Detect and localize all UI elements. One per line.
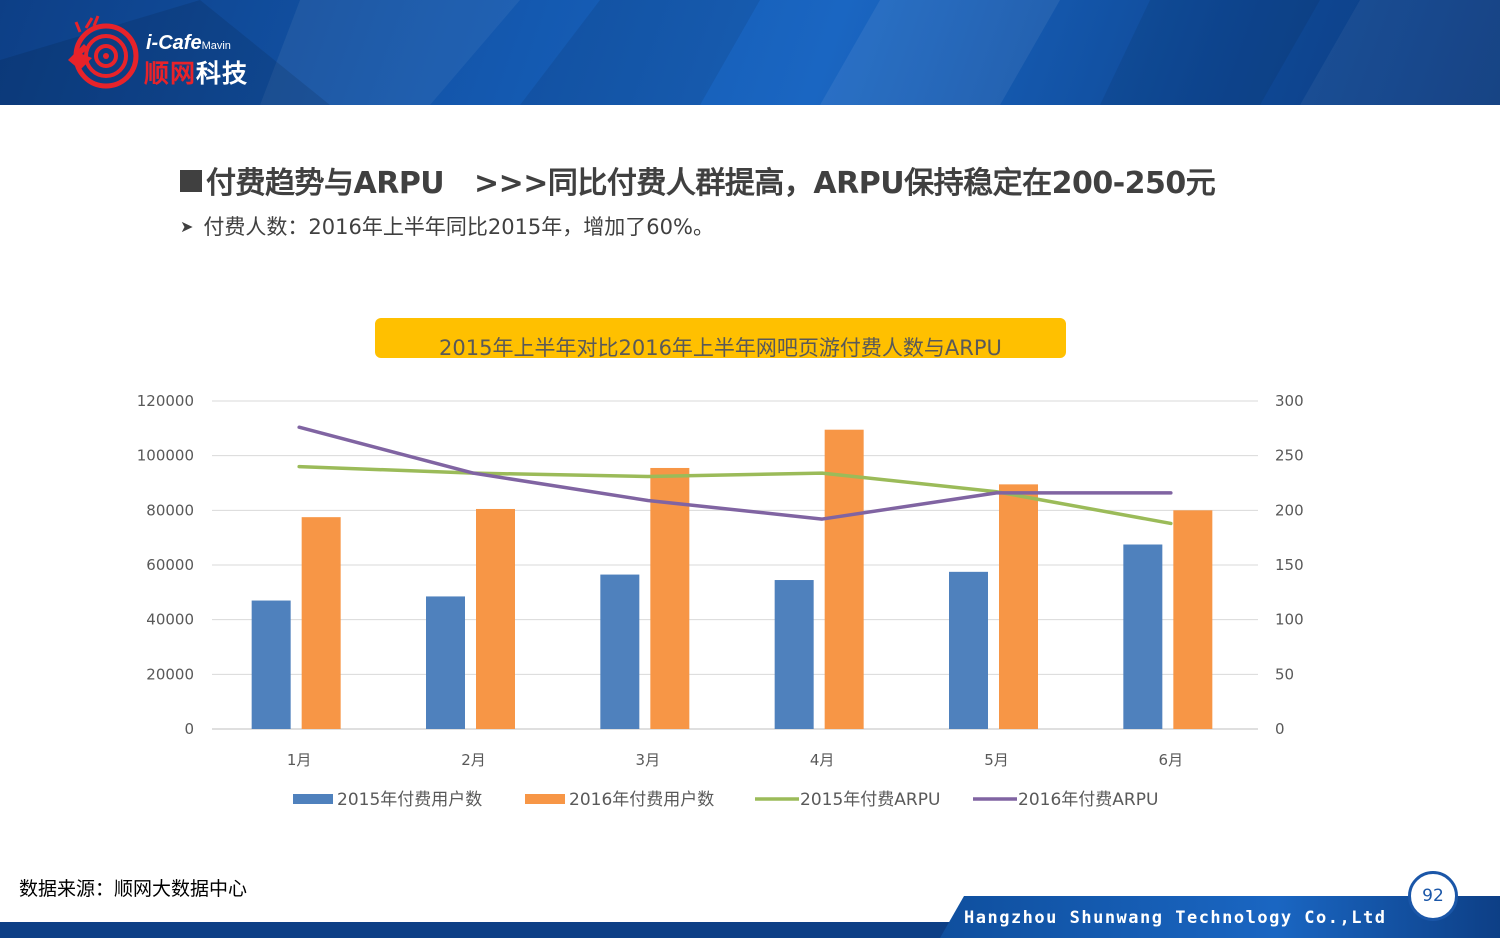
bar	[476, 508, 515, 729]
data-source-note: 数据来源：顺网大数据中心	[19, 878, 248, 900]
legend-label: 2016年付费ARPU	[1018, 790, 1158, 810]
left-axis-tick-label: 80000	[146, 501, 194, 519]
bar	[1173, 510, 1213, 729]
slide-title: 付费趋势与ARPU >>>同比付费人群提高，ARPU保持稳定在200-250元	[180, 158, 1216, 202]
x-axis-tick-label: 6月	[1159, 751, 1184, 769]
x-axis-tick-label: 1月	[287, 751, 312, 769]
chart-ticks: 0 20000 40000 60000 80000 100000 120000 0 50 100 1…	[137, 392, 1304, 769]
company-logo: i-CafeMavin 顺网科技	[62, 14, 302, 94]
left-axis-tick-label: 40000	[146, 611, 194, 629]
bar	[251, 600, 291, 729]
x-axis-tick-label: 4月	[810, 751, 835, 769]
chart-bars	[251, 429, 1213, 729]
right-axis-tick-label: 150	[1275, 556, 1304, 574]
legend-label: 2015年付费ARPU	[800, 790, 940, 810]
series-line	[297, 464, 1173, 526]
footer-company-name: Hangzhou Shunwang Technology Co.,Ltd	[964, 908, 1387, 928]
bar	[600, 574, 640, 729]
bar	[650, 467, 690, 729]
bar	[999, 484, 1038, 729]
header-banner: i-CafeMavin 顺网科技	[0, 0, 1500, 105]
right-axis-tick-label: 250	[1275, 447, 1304, 465]
left-axis-tick-label: 0	[184, 720, 194, 738]
bar	[426, 596, 465, 729]
left-axis-tick-label: 20000	[146, 665, 194, 683]
bar	[301, 517, 341, 729]
chart-gridlines	[212, 400, 1258, 730]
x-axis-tick-label: 2月	[461, 751, 486, 769]
chart-title-banner: 2015年上半年对比2016年上半年网吧页游付费人数与ARPU	[375, 318, 1066, 360]
series-line	[297, 425, 1173, 521]
right-axis-tick-label: 0	[1275, 720, 1285, 738]
chart-title: 2015年上半年对比2016年上半年网吧页游付费人数与ARPU	[439, 336, 1002, 360]
brand-name-chinese: 顺网科技	[144, 59, 249, 88]
combo-chart: 0 20000 40000 60000 80000 100000 120000 0 50 100 1…	[137, 392, 1304, 810]
chart-legend: 2015年付费用户数 2016年付费用户数 2015年付费ARPU 2016年付费AR…	[293, 790, 1158, 810]
slide-subtitle: ➤ 付费人数：2016年上半年同比2015年，增加了60%。	[180, 215, 714, 239]
left-axis-tick-label: 100000	[137, 447, 194, 465]
legend-label: 2015年付费用户数	[337, 790, 482, 810]
right-axis-tick-label: 200	[1275, 501, 1304, 519]
left-axis-tick-label: 120000	[137, 392, 194, 410]
square-bullet-icon	[180, 170, 202, 192]
right-axis-tick-label: 300	[1275, 392, 1304, 410]
bar	[774, 580, 814, 729]
header-background-pattern	[0, 0, 1500, 105]
target-hand-icon	[68, 15, 139, 89]
x-axis-tick-label: 3月	[636, 751, 661, 769]
arrow-bullet-icon: ➤	[180, 217, 194, 236]
chart-lines	[297, 425, 1173, 526]
legend-label: 2016年付费用户数	[569, 790, 714, 810]
page-number: 92	[1408, 871, 1458, 921]
legend-swatch	[293, 794, 333, 804]
legend-swatch	[525, 794, 565, 804]
bar	[1123, 544, 1163, 729]
x-axis-tick-label: 5月	[984, 751, 1009, 769]
bar	[949, 571, 988, 729]
left-axis-tick-label: 60000	[146, 556, 194, 574]
right-axis-tick-label: 100	[1275, 611, 1304, 629]
bar	[824, 429, 864, 729]
brand-name-latin: i-CafeMavin	[146, 32, 231, 54]
right-axis-tick-label: 50	[1275, 665, 1294, 683]
footer-company-tab: Hangzhou Shunwang Technology Co.,Ltd	[940, 896, 1500, 938]
